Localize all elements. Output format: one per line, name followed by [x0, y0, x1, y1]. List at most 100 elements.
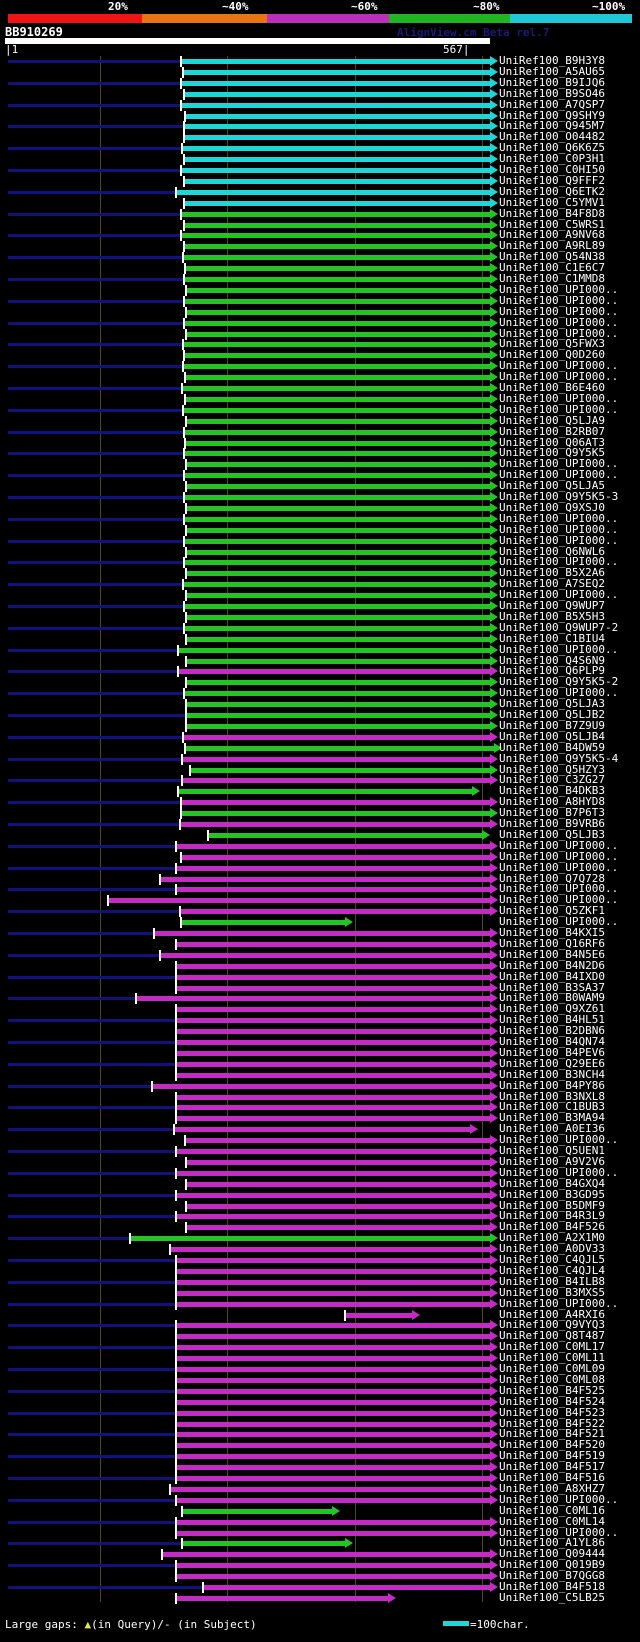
hit-label[interactable]: UniRef100_B7Z9U9 — [499, 718, 605, 732]
hit-row[interactable]: UniRef100_C1MMD8 — [0, 273, 640, 285]
hit-row[interactable]: UniRef100_B2DBN6 — [0, 1025, 640, 1038]
hit-row[interactable]: UniRef100_B4F517 — [0, 1461, 640, 1474]
hit-label[interactable]: UniRef100_B4F525 — [499, 1383, 605, 1397]
hit-label[interactable]: UniRef100_B9H3Y8 — [499, 54, 605, 67]
alignment-bar[interactable] — [186, 331, 490, 337]
hit-row[interactable]: UniRef100_UPI000.. — [0, 458, 640, 471]
hit-row[interactable]: UniRef100_Q9Y5K5-3 — [0, 491, 640, 503]
hit-row[interactable]: UniRef100_B5DMF9 — [0, 1199, 640, 1212]
hit-label[interactable]: UniRef100_Q9VYQ3 — [499, 1318, 605, 1332]
hit-label[interactable]: UniRef100_Q9WUP7-2 — [499, 620, 619, 634]
hit-label[interactable]: UniRef100_UPI000.. — [499, 315, 619, 329]
hit-label[interactable]: UniRef100_Q06AT3 — [499, 435, 605, 449]
hit-row[interactable]: UniRef100_A5AU65 — [0, 65, 640, 78]
hit-row[interactable]: UniRef100_C1BIU4 — [0, 632, 640, 645]
alignment-bar[interactable] — [176, 1050, 490, 1056]
alignment-bar[interactable] — [154, 931, 490, 936]
hit-row[interactable]: UniRef100_B4F524 — [0, 1394, 640, 1408]
hit-label[interactable]: UniRef100_B4F524 — [499, 1394, 605, 1408]
alignment-bar[interactable] — [186, 658, 490, 664]
hit-label[interactable]: UniRef100_UPI000.. — [499, 1525, 619, 1539]
hit-row[interactable]: UniRef100_O04482 — [0, 131, 640, 144]
hit-label[interactable]: UniRef100_B4PY86 — [499, 1078, 605, 1092]
hit-row[interactable]: UniRef100_Q5HZY3 — [0, 763, 640, 776]
hit-label[interactable]: UniRef100_Q5UEN1 — [499, 1144, 605, 1157]
hit-row[interactable]: UniRef100_Q5LJA3 — [0, 698, 640, 711]
hit-label[interactable]: UniRef100_C3ZG27 — [499, 773, 605, 787]
alignment-bar[interactable] — [182, 756, 490, 762]
hit-label[interactable]: UniRef100_Q9Y5K5-4 — [499, 751, 619, 765]
hit-row[interactable]: UniRef100_C0ML17 — [0, 1341, 640, 1354]
hit-label[interactable]: UniRef100_B4QN74 — [499, 1035, 605, 1048]
alignment-bar[interactable] — [186, 1225, 490, 1231]
alignment-bar[interactable] — [186, 1203, 490, 1209]
hit-label[interactable]: UniRef100_Q5LJB4 — [499, 729, 605, 743]
hit-row[interactable]: UniRef100_A4RXI6 — [0, 1307, 640, 1321]
hit-label[interactable]: UniRef100_Q6PLP9 — [499, 664, 605, 678]
hit-row[interactable]: UniRef100_B4F520 — [0, 1439, 640, 1452]
hit-row[interactable]: UniRef100_B4F523 — [0, 1406, 640, 1419]
hit-label[interactable]: UniRef100_B6E460 — [499, 381, 605, 394]
hit-label[interactable]: UniRef100_A4RXI6 — [499, 1307, 605, 1321]
hit-label[interactable]: UniRef100_A8XHZ7 — [499, 1481, 605, 1495]
hit-row[interactable]: UniRef100_UPI000.. — [0, 1134, 640, 1147]
alignment-bar[interactable] — [176, 865, 490, 871]
hit-row[interactable]: UniRef100_Q06AT3 — [0, 435, 640, 449]
hit-label[interactable]: UniRef100_B9VRB6 — [499, 817, 605, 830]
hit-row[interactable]: UniRef100_Q9SHY9 — [0, 109, 640, 122]
hit-label[interactable]: UniRef100_UPI000.. — [499, 522, 619, 536]
alignment-bar[interactable] — [176, 1356, 490, 1362]
alignment-bar[interactable] — [176, 1497, 490, 1503]
alignment-bar[interactable] — [184, 200, 490, 206]
alignment-bar[interactable] — [186, 1159, 490, 1165]
alignment-bar[interactable] — [160, 876, 490, 882]
alignment-bar[interactable] — [178, 669, 490, 675]
alignment-bar[interactable] — [176, 1258, 490, 1263]
hit-label[interactable]: UniRef100_Q8T487 — [499, 1329, 605, 1343]
alignment-bar[interactable] — [184, 691, 490, 697]
hit-label[interactable]: UniRef100_B5X5H3 — [499, 609, 605, 623]
hit-row[interactable]: UniRef100_Q945M7 — [0, 120, 640, 133]
hit-row[interactable]: UniRef100_B4IXD0 — [0, 970, 640, 983]
hit-row[interactable]: UniRef100_C0ML11 — [0, 1352, 640, 1365]
hit-label[interactable]: UniRef100_B3NXL8 — [499, 1089, 605, 1103]
alignment-bar[interactable] — [184, 604, 490, 609]
hit-label[interactable]: UniRef100_C4QJL4 — [499, 1263, 605, 1277]
hit-row[interactable]: UniRef100_UPI000.. — [0, 1297, 640, 1310]
alignment-bar[interactable] — [186, 593, 490, 599]
hit-label[interactable]: UniRef100_B4F521 — [499, 1427, 605, 1441]
hit-label[interactable]: UniRef100_B4F8D8 — [499, 206, 605, 220]
hit-label[interactable]: UniRef100_B4F519 — [499, 1449, 605, 1463]
hit-row[interactable]: UniRef100_B2RB07 — [0, 425, 640, 438]
hit-row[interactable]: UniRef100_UPI000.. — [0, 392, 640, 405]
alignment-bar[interactable] — [176, 1018, 490, 1024]
hit-row[interactable]: UniRef100_UPI000.. — [0, 315, 640, 329]
hit-label[interactable]: UniRef100_UPI000.. — [499, 860, 619, 874]
hit-row[interactable]: UniRef100_B4F518 — [0, 1581, 640, 1593]
alignment-bar[interactable] — [130, 1236, 490, 1242]
alignment-bar[interactable] — [183, 342, 490, 348]
alignment-bar[interactable] — [186, 309, 490, 315]
hit-row[interactable]: UniRef100_UPI000.. — [0, 403, 640, 416]
hit-row[interactable]: UniRef100_B3MXS5 — [0, 1286, 640, 1299]
hit-row[interactable]: UniRef100_Q9Y5K5 — [0, 447, 640, 460]
hit-label[interactable]: UniRef100_C0ML16 — [499, 1503, 605, 1517]
alignment-bar[interactable] — [152, 1083, 490, 1089]
alignment-bar[interactable] — [186, 287, 490, 293]
alignment-bar[interactable] — [176, 1094, 490, 1100]
hit-row[interactable]: UniRef100_C5WRS1 — [0, 218, 640, 231]
hit-row[interactable]: UniRef100_B4N2D6 — [0, 959, 640, 972]
hit-row[interactable]: UniRef100_Q8T487 — [0, 1329, 640, 1343]
hit-label[interactable]: UniRef100_Q9XZ61 — [499, 1002, 605, 1016]
hit-label[interactable]: UniRef100_UPI000.. — [499, 1492, 619, 1506]
alignment-bar[interactable] — [176, 1410, 490, 1416]
alignment-bar[interactable] — [186, 713, 490, 718]
hit-row[interactable]: UniRef100_B4F522 — [0, 1417, 640, 1430]
hit-row[interactable]: UniRef100_A0DV33 — [0, 1243, 640, 1256]
alignment-bar[interactable] — [176, 1465, 490, 1471]
alignment-bar[interactable] — [184, 473, 490, 479]
hit-label[interactable]: UniRef100_Q16RF6 — [499, 936, 605, 950]
alignment-bar[interactable] — [176, 941, 490, 947]
alignment-bar[interactable] — [345, 1312, 412, 1318]
hit-label[interactable]: UniRef100_UPI000.. — [499, 882, 619, 896]
